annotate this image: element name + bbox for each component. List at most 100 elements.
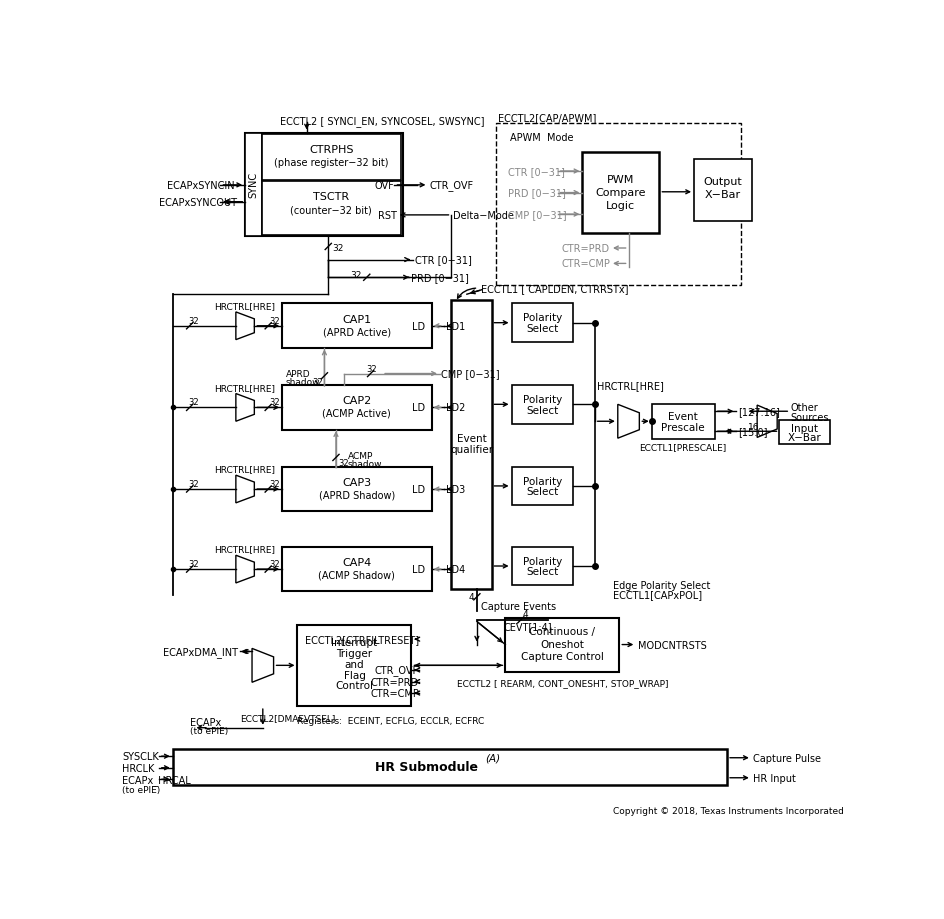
- Text: 32: 32: [367, 364, 378, 373]
- Text: 16: 16: [748, 423, 759, 432]
- Text: ACMP: ACMP: [347, 451, 373, 460]
- Text: ECAPxSYNCIN: ECAPxSYNCIN: [166, 181, 234, 190]
- Text: SYNC: SYNC: [248, 172, 259, 198]
- Text: 32: 32: [270, 480, 280, 489]
- Text: HRCTRL[HRE]: HRCTRL[HRE]: [214, 465, 276, 474]
- Polygon shape: [236, 312, 254, 340]
- Text: Select: Select: [526, 487, 559, 497]
- Text: Polarity: Polarity: [523, 394, 562, 404]
- Text: Trigger: Trigger: [336, 648, 373, 658]
- Text: HR Submodule: HR Submodule: [376, 761, 479, 774]
- Polygon shape: [617, 405, 639, 438]
- Bar: [282, 467, 432, 512]
- Bar: [505, 618, 619, 672]
- Polygon shape: [236, 476, 254, 504]
- Text: ECCTL2 [ SYNCI_EN, SYNCOSEL, SWSYNC]: ECCTL2 [ SYNCI_EN, SYNCOSEL, SWSYNC]: [279, 116, 484, 127]
- Text: Polarity: Polarity: [523, 476, 562, 486]
- Text: CTR_OVF: CTR_OVF: [430, 180, 473, 191]
- Text: PWM: PWM: [607, 175, 634, 185]
- Text: Flag: Flag: [344, 670, 365, 680]
- Bar: [512, 304, 573, 343]
- Text: (phase register−32 bit): (phase register−32 bit): [274, 157, 389, 167]
- Bar: [245, 133, 262, 237]
- Text: (to ePIE): (to ePIE): [190, 727, 228, 735]
- Text: CTR=PRD: CTR=PRD: [371, 676, 419, 686]
- Text: CEVT[1:4]: CEVT[1:4]: [504, 621, 552, 631]
- Text: Output: Output: [703, 176, 742, 187]
- Bar: [297, 626, 412, 707]
- Text: (ACMP Shadow): (ACMP Shadow): [318, 570, 396, 580]
- Bar: [262, 182, 401, 235]
- Text: (A): (A): [484, 753, 499, 763]
- Text: shadow: shadow: [347, 460, 382, 469]
- Text: Select: Select: [526, 567, 559, 577]
- Text: CTRPHS: CTRPHS: [309, 145, 354, 155]
- Text: CTR [0−31]: CTR [0−31]: [414, 255, 471, 266]
- Text: LD3: LD3: [446, 484, 465, 494]
- Text: Oneshot: Oneshot: [540, 639, 584, 649]
- Text: HRCTRL[HRE]: HRCTRL[HRE]: [214, 545, 276, 554]
- Text: shadow: shadow: [286, 378, 320, 387]
- Text: LD: LD: [412, 564, 425, 574]
- Text: Control: Control: [335, 681, 374, 690]
- Text: ECCTL1 [ CAPLDEN, CTRRSTx]: ECCTL1 [ CAPLDEN, CTRRSTx]: [480, 284, 628, 294]
- Text: 4: 4: [522, 609, 528, 618]
- Text: Capture Events: Capture Events: [480, 601, 556, 611]
- Text: ECAPxDMA_INT: ECAPxDMA_INT: [162, 646, 238, 657]
- Bar: [780, 421, 830, 444]
- Text: Delta−Mode: Delta−Mode: [453, 210, 514, 221]
- Text: CAP3: CAP3: [342, 478, 371, 488]
- Text: (counter−32 bit): (counter−32 bit): [291, 205, 372, 215]
- Text: Polarity: Polarity: [523, 313, 562, 323]
- Polygon shape: [236, 556, 254, 584]
- Text: RST: RST: [378, 210, 396, 221]
- Text: CTR_OVF: CTR_OVF: [375, 664, 419, 675]
- Text: MODCNTRSTS: MODCNTRSTS: [638, 640, 706, 650]
- Text: CAP4: CAP4: [342, 558, 371, 568]
- Text: X−Bar: X−Bar: [787, 433, 821, 443]
- Text: 32: 32: [350, 270, 362, 279]
- Text: CTR=CMP: CTR=CMP: [562, 259, 611, 269]
- Text: Compare: Compare: [596, 187, 646, 198]
- Text: Sources: Sources: [790, 413, 829, 422]
- Text: LD2: LD2: [446, 403, 465, 413]
- Text: CAP2: CAP2: [342, 396, 371, 406]
- Text: PRD [0−31]: PRD [0−31]: [508, 188, 565, 199]
- Text: 32: 32: [188, 398, 199, 407]
- Text: (APRD Shadow): (APRD Shadow): [319, 490, 395, 500]
- Text: LD4: LD4: [446, 564, 465, 574]
- Text: Select: Select: [526, 323, 559, 334]
- Bar: [512, 386, 573, 424]
- Text: APRD: APRD: [286, 369, 311, 379]
- Bar: [694, 160, 751, 221]
- Text: HRCTRL[HRE]: HRCTRL[HRE]: [597, 380, 664, 391]
- Text: ECCTL1[PRESCALE]: ECCTL1[PRESCALE]: [640, 443, 727, 451]
- Text: OVF: OVF: [375, 181, 395, 190]
- Text: ECCTL2 [ REARM, CONT_ONESHT, STOP_WRAP]: ECCTL2 [ REARM, CONT_ONESHT, STOP_WRAP]: [457, 678, 668, 687]
- Text: SYSCLK: SYSCLK: [122, 752, 159, 761]
- Text: ECCTL2[CAP/APWM]: ECCTL2[CAP/APWM]: [497, 113, 596, 123]
- Text: ECCTL2[DMAEVTSEL]: ECCTL2[DMAEVTSEL]: [240, 713, 335, 722]
- Bar: [173, 749, 727, 786]
- Text: LD: LD: [412, 322, 425, 332]
- Polygon shape: [252, 649, 274, 683]
- Text: 32: 32: [270, 560, 280, 569]
- Bar: [582, 153, 659, 233]
- Text: Edge Polarity Select: Edge Polarity Select: [614, 581, 711, 591]
- Text: Copyright © 2018, Texas Instruments Incorporated: Copyright © 2018, Texas Instruments Inco…: [614, 806, 844, 815]
- Bar: [451, 301, 492, 589]
- Text: 32: 32: [312, 378, 323, 386]
- Text: 32: 32: [338, 459, 349, 468]
- Text: ECCTL2[CTRFILTRESET]: ECCTL2[CTRFILTRESET]: [305, 634, 419, 644]
- Text: [127:16]: [127:16]: [738, 407, 780, 417]
- Text: 32: 32: [188, 316, 199, 325]
- Text: Interrupt: Interrupt: [331, 638, 378, 648]
- Bar: [282, 386, 432, 430]
- Text: TSCTR: TSCTR: [313, 192, 349, 202]
- Text: (APRD Active): (APRD Active): [323, 327, 391, 336]
- Text: LD: LD: [412, 484, 425, 494]
- Text: 32: 32: [332, 244, 344, 254]
- Text: 32: 32: [188, 480, 199, 489]
- Text: HR Input: HR Input: [753, 773, 796, 783]
- Text: 32: 32: [270, 316, 280, 325]
